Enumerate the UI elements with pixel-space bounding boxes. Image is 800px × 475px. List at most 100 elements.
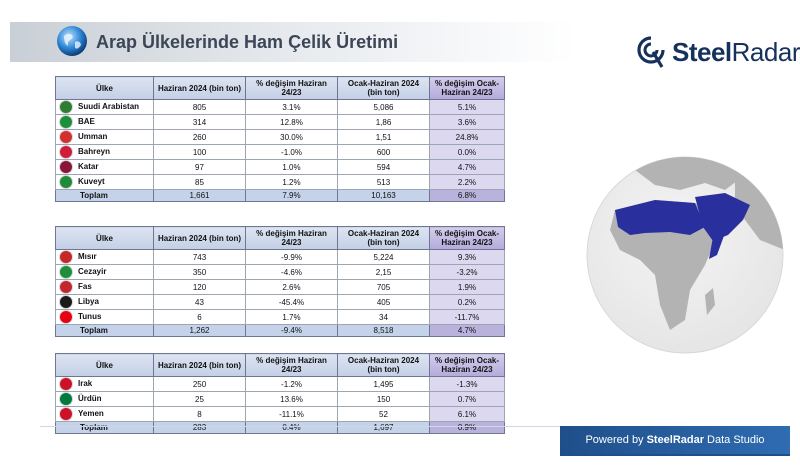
header-country: Ülke — [55, 353, 154, 377]
total-row: Toplam 1,262 -9.4% 8,518 4.7% — [55, 324, 505, 337]
table-row: Ürdün 25 13.6% 150 0.7% — [55, 391, 505, 407]
world-map-globe — [586, 156, 784, 354]
table-row: Mısır 743 -9.9% 5,224 9.3% — [55, 249, 505, 265]
ytd-change-cell: 5.1% — [429, 99, 505, 115]
june-change-cell: 13.6% — [245, 391, 338, 407]
ytd-cell: 1,495 — [337, 376, 430, 392]
june-cell: 100 — [153, 144, 246, 160]
flag-icon — [60, 146, 72, 158]
header-june: Haziran 2024 (bin ton) — [153, 353, 246, 377]
flag-icon — [60, 101, 72, 113]
ytd-cell: 405 — [337, 294, 430, 310]
june-change-cell: 12.8% — [245, 114, 338, 130]
flag-icon — [60, 296, 72, 308]
ytd-change-cell: -3.2% — [429, 264, 505, 280]
table-row: Kuveyt 85 1.2% 513 2.2% — [55, 174, 505, 190]
page-title: Arap Ülkelerinde Ham Çelik Üretimi — [96, 32, 399, 52]
june-change-cell: -11.1% — [245, 406, 338, 422]
logo-text: SteelRadar — [672, 37, 800, 68]
country-name: Kuveyt — [78, 177, 105, 187]
header-country: Ülke — [55, 76, 154, 100]
logo-text-bold: Steel — [672, 36, 732, 67]
country-cell: Yemen — [55, 406, 154, 422]
europe-shape — [635, 157, 745, 190]
ytd-change-cell: 3.6% — [429, 114, 505, 130]
total-june-change-cell: 7.9% — [245, 189, 338, 202]
june-cell: 8 — [153, 406, 246, 422]
footer-prefix: Powered by — [585, 434, 644, 446]
ytd-cell: 5,224 — [337, 249, 430, 265]
total-june-cell: 283 — [153, 421, 246, 434]
june-cell: 805 — [153, 99, 246, 115]
country-cell: Libya — [55, 294, 154, 310]
table-row: Umman 260 30.0% 1,51 24.8% — [55, 129, 505, 145]
footer-banner: Powered by SteelRadar Data Studio — [560, 426, 790, 454]
june-cell: 120 — [153, 279, 246, 295]
total-label: Toplam — [55, 189, 154, 202]
footer-divider — [40, 426, 560, 427]
table-row: Tunus 6 1.7% 34 -11.7% — [55, 309, 505, 325]
country-name: Ürdün — [78, 394, 102, 404]
table-north-africa: Ülke Haziran 2024 (bin ton)% değişim Hazi… — [55, 226, 505, 337]
header-june: Haziran 2024 (bin ton) — [153, 76, 246, 100]
table-row: Cezayir 350 -4.6% 2,15 -3.2% — [55, 264, 505, 280]
total-june-change-cell: 0.4% — [245, 421, 338, 434]
june-cell: 25 — [153, 391, 246, 407]
country-name: Irak — [78, 379, 93, 389]
table-row: Libya 43 -45.4% 405 0.2% — [55, 294, 505, 310]
june-change-cell: -45.4% — [245, 294, 338, 310]
ytd-change-cell: 0.2% — [429, 294, 505, 310]
country-cell: Ürdün — [55, 391, 154, 407]
flag-icon — [60, 116, 72, 128]
table-row: Bahreyn 100 -1.0% 600 0.0% — [55, 144, 505, 160]
radar-logo-icon — [637, 36, 665, 68]
ytd-change-cell: 0.0% — [429, 144, 505, 160]
flag-icon — [60, 393, 72, 405]
flag-icon — [60, 266, 72, 278]
june-cell: 97 — [153, 159, 246, 175]
june-cell: 314 — [153, 114, 246, 130]
header-country: Ülke — [55, 226, 154, 250]
somalia-highlight — [709, 233, 725, 259]
june-change-cell: -1.0% — [245, 144, 338, 160]
june-cell: 743 — [153, 249, 246, 265]
footer-underline — [560, 454, 790, 456]
ytd-cell: 52 — [337, 406, 430, 422]
flag-icon — [60, 161, 72, 173]
header-ytd: Ocak-Haziran 2024 (bin ton) — [337, 76, 430, 100]
ytd-change-cell: 1.9% — [429, 279, 505, 295]
total-label: Toplam — [55, 324, 154, 337]
ytd-cell: 513 — [337, 174, 430, 190]
madagascar-shape — [705, 288, 715, 315]
ytd-change-cell: 0.7% — [429, 391, 505, 407]
header-ytd-change: % değişim Ocak-Haziran 24/23 — [429, 76, 505, 100]
country-name: Libya — [78, 297, 99, 307]
june-cell: 6 — [153, 309, 246, 325]
june-change-cell: 3.1% — [245, 99, 338, 115]
header-june-change: % değişim Haziran 24/23 — [245, 76, 338, 100]
june-change-cell: 2.6% — [245, 279, 338, 295]
header-ytd-change: % değişim Ocak-Haziran 24/23 — [429, 353, 505, 377]
country-cell: Cezayir — [55, 264, 154, 280]
total-ytd-change-cell: 0.9% — [429, 421, 505, 434]
ytd-cell: 2,15 — [337, 264, 430, 280]
total-ytd-change-cell: 6.8% — [429, 189, 505, 202]
ytd-change-cell: 9.3% — [429, 249, 505, 265]
june-cell: 260 — [153, 129, 246, 145]
country-cell: Fas — [55, 279, 154, 295]
ytd-cell: 150 — [337, 391, 430, 407]
header-june-change: % değişim Haziran 24/23 — [245, 353, 338, 377]
header-ytd: Ocak-Haziran 2024 (bin ton) — [337, 353, 430, 377]
june-cell: 43 — [153, 294, 246, 310]
ytd-change-cell: -11.7% — [429, 309, 505, 325]
steelradar-logo: SteelRadar — [636, 32, 800, 72]
june-change-cell: -9.9% — [245, 249, 338, 265]
june-change-cell: 30.0% — [245, 129, 338, 145]
flag-icon — [60, 378, 72, 390]
country-name: Tunus — [78, 312, 102, 322]
footer-brand: SteelRadar — [646, 434, 705, 446]
country-cell: Katar — [55, 159, 154, 175]
footer-suffix: Data Studio — [707, 434, 765, 446]
june-change-cell: 1.2% — [245, 174, 338, 190]
header-ytd: Ocak-Haziran 2024 (bin ton) — [337, 226, 430, 250]
